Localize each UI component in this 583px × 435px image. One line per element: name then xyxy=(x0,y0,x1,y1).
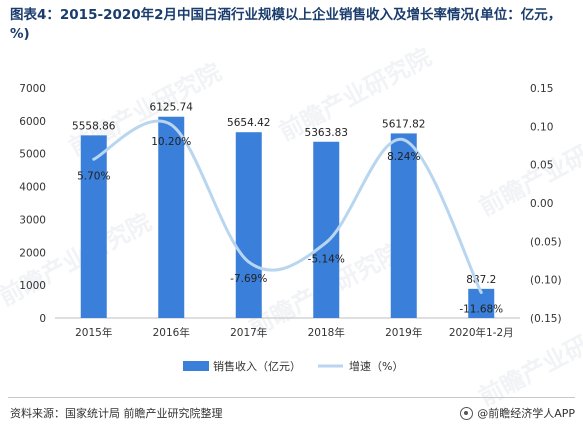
right-axis-tick-label: (0.05) xyxy=(530,236,562,248)
left-axis-tick-label: 4000 xyxy=(19,182,46,194)
x-axis-tick-label: 2015年 xyxy=(75,326,112,339)
x-axis-tick-label: 2016年 xyxy=(153,326,190,339)
growth-rate-label: 10.20% xyxy=(151,136,191,148)
bar-value-label: 5363.83 xyxy=(305,127,348,139)
growth-rate-label: 5.70% xyxy=(77,170,110,182)
legend-line-label: 增速（%） xyxy=(349,359,403,373)
bar xyxy=(390,133,417,318)
left-axis-tick-label: 0 xyxy=(39,313,46,325)
right-axis-tick-label: (0.15) xyxy=(530,313,562,325)
chart: 0 1000 2000 3000 4000 5000 6000 7000 0.15 0.10 0.0… xyxy=(19,83,562,373)
x-axis-tick-label: 2020年1-2月 xyxy=(449,326,514,339)
brand-text: @前瞻经济学人APP xyxy=(477,407,575,420)
left-axis-tick-label: 7000 xyxy=(19,83,46,95)
right-axis-tick-label: 0.05 xyxy=(530,160,553,172)
legend-bar-swatch xyxy=(183,361,209,371)
growth-rate-point xyxy=(92,157,96,161)
left-axis-tick-label: 3000 xyxy=(19,214,46,226)
left-axis-tick-label: 5000 xyxy=(19,149,46,161)
bar-value-label: 5654.42 xyxy=(227,117,270,129)
bar xyxy=(158,116,185,319)
x-axis-tick-label: 2017年 xyxy=(230,326,267,339)
growth-rate-label: -5.14% xyxy=(308,253,345,265)
bar-value-label: 887.2 xyxy=(466,274,496,286)
bar-value-label: 6125.74 xyxy=(150,102,194,114)
growth-rate-label: -11.68% xyxy=(459,304,503,316)
growth-rate-point xyxy=(169,123,173,127)
growth-rate-point xyxy=(324,240,328,244)
right-axis-tick-label: 0.10 xyxy=(530,121,553,133)
growth-rate-point xyxy=(402,138,406,142)
brand-credit: @前瞻经济学人APP xyxy=(460,405,575,421)
growth-rate-point xyxy=(479,291,483,295)
source-note: 资料来源：国家统计局 前瞻产业研究院整理 xyxy=(10,407,223,420)
growth-rate-label: 8.24% xyxy=(387,151,420,163)
bar xyxy=(235,132,262,318)
growth-rate-point xyxy=(247,260,251,264)
right-axis-tick-label: 0.15 xyxy=(530,83,553,95)
bar xyxy=(313,141,340,318)
chart-title: 图表4：2015-2020年2月中国白酒行业规模以上企业销售收入及增长率情况(单… xyxy=(10,7,562,42)
left-axis-tick-label: 2000 xyxy=(19,247,46,259)
brand-logo-icon xyxy=(460,406,474,420)
bar-value-label: 5617.82 xyxy=(382,118,425,130)
left-axis-tick-label: 6000 xyxy=(19,116,46,128)
x-axis-tick-label: 2019年 xyxy=(385,326,422,339)
bar-value-label: 5558.86 xyxy=(72,120,116,132)
growth-rate-label: -7.69% xyxy=(230,273,267,285)
right-axis-tick-label: (0.10) xyxy=(530,275,562,287)
x-axis-tick-label: 2018年 xyxy=(308,326,345,339)
legend-bar-label: 销售收入（亿元） xyxy=(213,359,301,373)
right-axis-tick-label: 0.00 xyxy=(530,198,553,210)
bar xyxy=(80,135,107,318)
footer-divider xyxy=(8,397,575,398)
left-axis-tick-label: 1000 xyxy=(19,280,46,292)
